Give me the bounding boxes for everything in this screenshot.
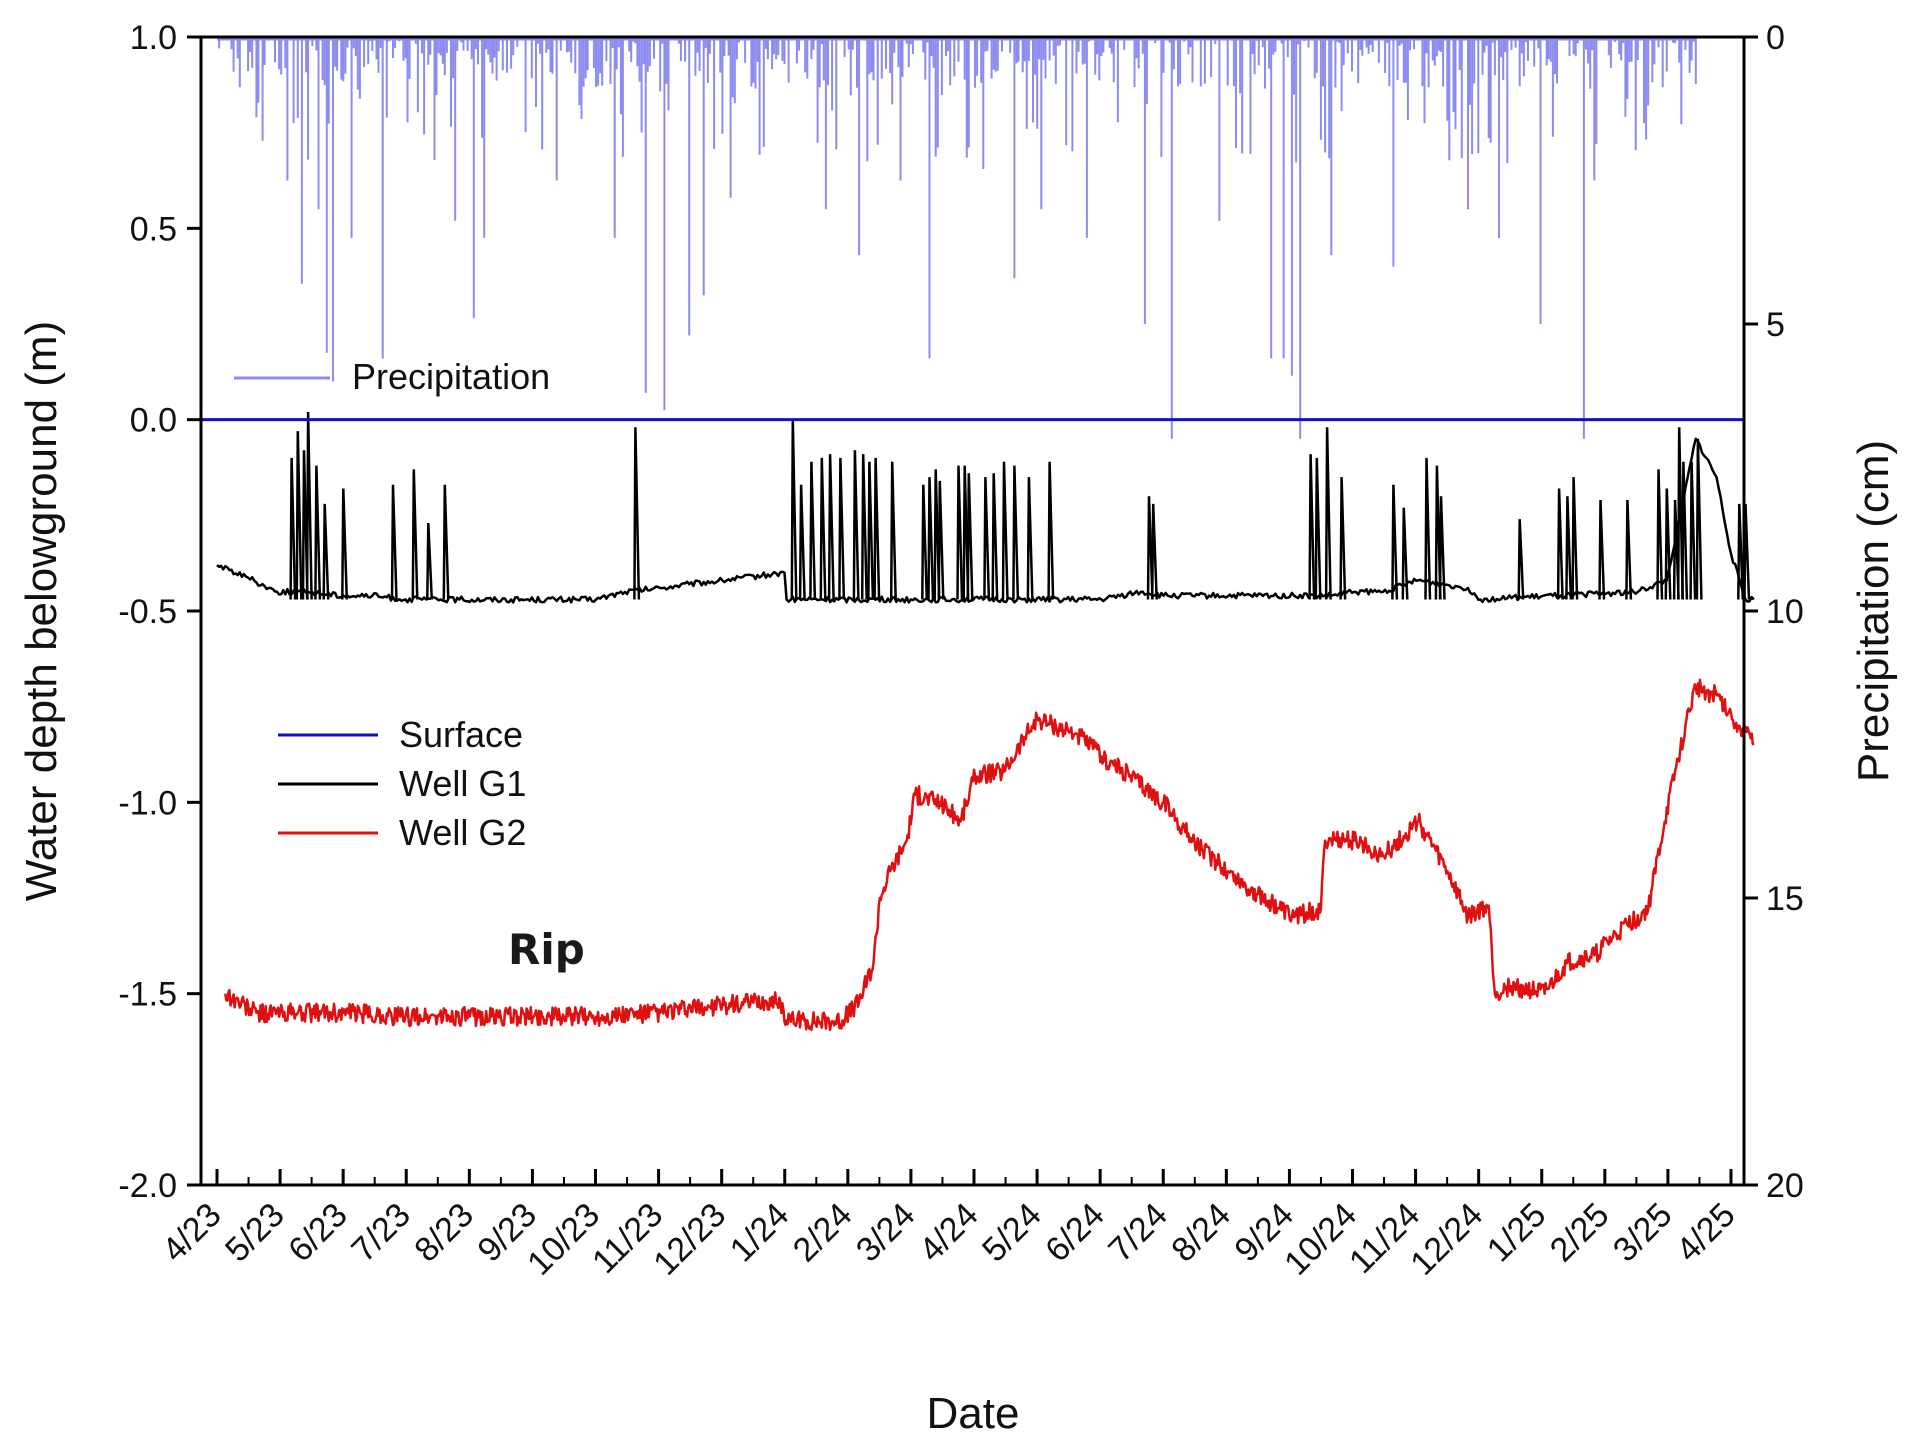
well-g1-spike: [314, 465, 322, 600]
precipitation-legend: Precipitation: [234, 356, 550, 397]
well-g1-spike: [1598, 499, 1606, 600]
well-g1-spike: [1424, 457, 1432, 600]
well-g1-spike: [966, 473, 974, 600]
well-g1-spike: [289, 457, 297, 600]
legend-label-surface: Surface: [399, 714, 523, 755]
well-g1-spike: [1689, 461, 1697, 600]
y-tick-label: -1.5: [118, 976, 177, 1014]
well-g1-spike: [442, 484, 450, 600]
well-g1-spike: [1571, 477, 1579, 600]
well-g1-spike: [1012, 465, 1020, 600]
y2-tick-label: 5: [1766, 306, 1785, 344]
well-g1-spike: [1681, 461, 1689, 600]
well-g1-spike: [1625, 499, 1633, 600]
x-axis-title: Date: [927, 1389, 1020, 1438]
well-g2-line: [224, 678, 1755, 1032]
well-g1-spike: [860, 454, 868, 600]
well-g1-spike: [1565, 496, 1573, 600]
well-g1-spike: [1401, 507, 1409, 600]
y2-tick-label: 0: [1766, 19, 1785, 57]
well-g1-spike: [819, 457, 827, 600]
legend-label-well-g2: Well G2: [399, 812, 526, 853]
well-g1-spike: [1339, 477, 1347, 600]
legend-label-well-g1: Well G1: [399, 763, 526, 804]
well-g1-spike: [852, 450, 860, 600]
well-g1-spike: [1308, 454, 1316, 600]
well-g1-spike: [827, 454, 835, 600]
y-tick-label: -1.0: [118, 784, 177, 822]
y-axis-ticks: 1.0 0.5 0.0 -0.5 -1.0 -1.5 -2.0: [118, 19, 201, 1205]
well-g1-spike: [1656, 469, 1664, 600]
well-g1-spike: [322, 503, 330, 600]
well-g1-spike: [937, 480, 945, 600]
y2-axis-ticks: 0 5 10 15 20: [1744, 19, 1804, 1205]
well-g1-spike: [1047, 461, 1055, 600]
y-tick-label: -0.5: [118, 593, 177, 631]
well-g1-spike: [1001, 461, 1009, 600]
well-g1-spike: [390, 484, 398, 600]
y2-tick-label: 15: [1766, 880, 1804, 918]
well-g1-spike: [889, 461, 897, 600]
well-g1-spike: [426, 522, 434, 600]
well-g1-spike: [305, 411, 313, 600]
well-g1-spike: [1664, 488, 1672, 600]
y-tick-label: 0.0: [130, 402, 177, 440]
well-g1-spike: [1150, 503, 1158, 600]
well-g1-spike: [1314, 457, 1322, 600]
well-g1-spike: [1737, 503, 1745, 600]
legend: Surface Well G1 Well G2: [278, 714, 526, 853]
well-g1-series: [216, 411, 1755, 604]
well-g1-spike: [1676, 427, 1684, 600]
well-g1-spike: [956, 465, 964, 600]
y2-tick-label: 20: [1766, 1167, 1804, 1205]
well-g1-spike: [1517, 519, 1525, 600]
well-g1-spike: [927, 477, 935, 600]
well-g1-spike: [867, 461, 875, 600]
well-g1-spike: [873, 457, 881, 600]
y-axis-title: Water depth belowground (m): [17, 321, 66, 901]
well-g1-spike: [991, 473, 999, 600]
well-g1-spike: [295, 431, 303, 600]
y-tick-label: 1.0: [130, 19, 177, 57]
precipitation-legend-label: Precipitation: [352, 356, 550, 397]
well-g1-spike: [1695, 438, 1703, 600]
y2-axis-title: Precipitation (cm): [1849, 440, 1898, 782]
well-g1-spike: [983, 477, 991, 600]
y-tick-label: 0.5: [130, 210, 177, 248]
well-g1-spike: [809, 461, 817, 600]
well-g1-spike: [411, 469, 419, 600]
well-g1-spike: [798, 484, 806, 600]
well-g1-spike: [1556, 488, 1564, 600]
well-g1-spike: [838, 457, 846, 600]
well-g1-spike: [1324, 427, 1332, 600]
well-g1-spike: [633, 427, 641, 600]
y2-tick-label: 10: [1766, 593, 1804, 631]
well-g1-spike: [1438, 496, 1446, 600]
y-tick-label: -2.0: [118, 1167, 177, 1205]
well-g1-spike: [1026, 477, 1034, 600]
well-g1-spike: [341, 488, 349, 600]
annotation-rip: Rip: [508, 925, 585, 974]
well-g2-series: [224, 678, 1755, 1032]
well-g1-spike: [1391, 484, 1399, 600]
well-g1-spike: [921, 484, 929, 600]
